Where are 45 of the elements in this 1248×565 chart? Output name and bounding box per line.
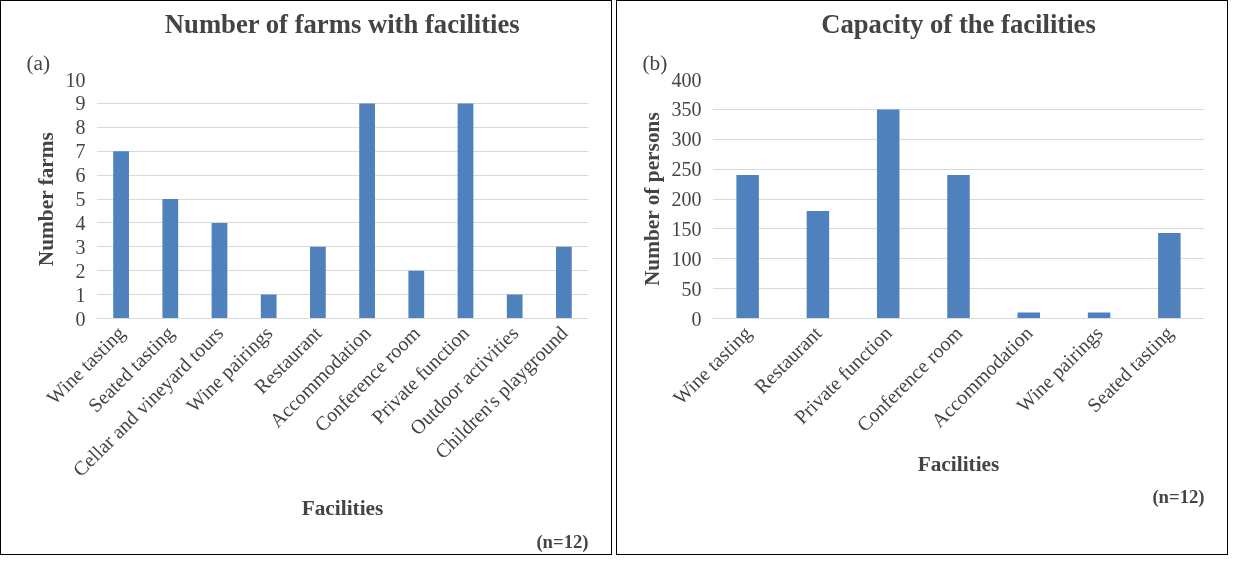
y-tick-label: 400 <box>671 68 702 91</box>
bar <box>310 246 326 319</box>
bar <box>1158 233 1181 319</box>
text: (n=12) <box>536 530 589 553</box>
bar <box>260 294 277 319</box>
y-tick-label: 3 <box>75 235 86 258</box>
bar <box>162 199 179 319</box>
bar <box>736 175 759 319</box>
bar <box>947 175 970 319</box>
y-tick-label: 5 <box>75 188 86 210</box>
bar <box>806 210 830 319</box>
text: (n=12) <box>1152 485 1205 508</box>
y-tick-label: 50 <box>681 277 702 300</box>
text: (b) <box>642 50 668 75</box>
y-tick-label: 10 <box>65 68 86 91</box>
x-axis-title: Facilities <box>917 451 1000 476</box>
y-tick-label: 200 <box>671 188 702 210</box>
bar <box>211 222 228 319</box>
chart-title: Number of farms with facilities <box>164 8 520 39</box>
bar <box>457 103 474 319</box>
y-tick-label: 1 <box>75 283 86 306</box>
y-tick-label: 9 <box>75 92 86 115</box>
bar <box>408 270 425 319</box>
bar <box>556 246 572 319</box>
y-tick-label: 2 <box>75 259 86 282</box>
bar <box>876 109 900 319</box>
bar <box>359 103 375 319</box>
y-axis-title: Number farms <box>33 132 58 267</box>
y-tick-label: 6 <box>75 164 86 187</box>
text: (a) <box>26 50 51 75</box>
bar <box>113 151 129 319</box>
y-tick-label: 8 <box>75 116 86 139</box>
y-tick-label: 7 <box>75 140 86 163</box>
y-tick-label: 300 <box>671 128 702 151</box>
y-axis-title: Number of persons <box>639 112 664 287</box>
y-tick-label: 0 <box>75 307 86 330</box>
x-axis-title: Facilities <box>301 496 384 521</box>
bar <box>506 294 523 319</box>
y-tick-label: 150 <box>671 217 702 240</box>
y-tick-label: 0 <box>691 307 702 330</box>
y-tick-label: 250 <box>671 158 702 181</box>
y-tick-label: 350 <box>671 98 702 121</box>
chart-title: Capacity of the facilities <box>821 8 1096 39</box>
y-tick-label: 4 <box>75 211 86 234</box>
y-tick-label: 100 <box>671 247 702 270</box>
